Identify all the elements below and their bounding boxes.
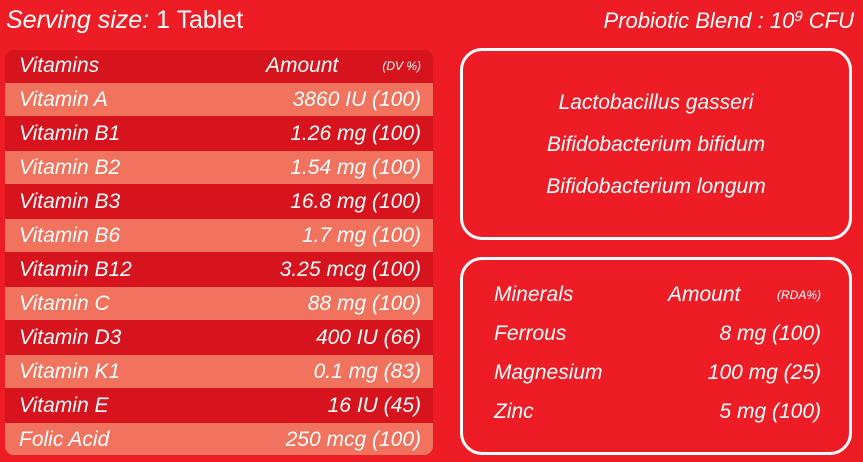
vitamin-row: Vitamin B1 1.26 mg (100) <box>5 117 433 150</box>
serving-size: Serving size: 1 Tablet <box>6 4 243 36</box>
vitamin-name: Folic Acid <box>19 428 110 451</box>
vitamin-name: Vitamin B12 <box>19 258 132 281</box>
vitamin-amount: 88 mg (100) <box>307 292 421 315</box>
vitamin-name: Vitamin B6 <box>19 224 121 247</box>
vitamin-row: Folic Acid 250 mcg (100) <box>5 423 433 455</box>
vitamin-row: Vitamin B12 3.25 mcg (100) <box>5 253 433 286</box>
vitamins-header-amount: Amount <box>266 54 339 77</box>
vitamin-amount: 400 IU (66) <box>315 326 421 349</box>
mineral-row: Zinc 5 mg (100) <box>463 395 849 429</box>
probiotic-title-prefix: Probiotic Blend : 10 <box>603 8 795 33</box>
probiotic-title-suffix: CFU <box>802 8 854 33</box>
vitamin-row: Vitamin C 88 mg (100) <box>5 287 433 320</box>
vitamin-row: Vitamin B2 1.54 mg (100) <box>5 151 433 184</box>
probiotic-strains-box: Lactobacillus gasseri Bifidobacterium bi… <box>460 48 852 240</box>
vitamin-name: Vitamin B2 <box>19 156 121 179</box>
vitamin-amount: 16.8 mg (100) <box>290 190 421 213</box>
vitamin-amount: 250 mcg (100) <box>285 428 421 451</box>
vitamin-amount: 16 IU (45) <box>327 394 421 417</box>
vitamin-amount: 0.1 mg (83) <box>313 360 421 383</box>
minerals-header-amount: Amount <box>668 283 741 306</box>
mineral-amount: 100 mg (25) <box>707 361 821 384</box>
vitamins-table: Vitamins Amount (DV %) Vitamin A 3860 IU… <box>5 50 433 455</box>
vitamin-amount: 3.25 mcg (100) <box>279 258 421 281</box>
vitamin-row: Vitamin A 3860 IU (100) <box>5 83 433 116</box>
serving-size-value: 1 Tablet <box>156 6 244 34</box>
vitamins-header-row: Vitamins Amount (DV %) <box>5 50 433 82</box>
mineral-row: Ferrous 8 mg (100) <box>463 317 849 351</box>
vitamin-name: Vitamin C <box>19 292 110 315</box>
vitamin-name: Vitamin B3 <box>19 190 121 213</box>
minerals-header-name: Minerals <box>494 283 574 306</box>
vitamin-row: Vitamin B6 1.7 mg (100) <box>5 219 433 252</box>
mineral-name: Magnesium <box>494 361 603 384</box>
vitamin-amount: 1.7 mg (100) <box>301 224 421 247</box>
probiotic-exponent: 9 <box>794 8 803 25</box>
vitamin-name: Vitamin B1 <box>19 122 121 145</box>
minerals-header-row: Minerals Amount (RDA%) <box>463 278 849 312</box>
probiotic-strain: Bifidobacterium bifidum <box>546 133 766 156</box>
vitamin-row: Vitamin E 16 IU (45) <box>5 389 433 422</box>
probiotic-strain: Bifidobacterium longum <box>546 175 766 198</box>
mineral-amount: 8 mg (100) <box>719 322 821 345</box>
vitamins-header-unit: (DV %) <box>382 59 421 73</box>
vitamins-header-name: Vitamins <box>19 54 100 77</box>
serving-size-label: Serving size: <box>6 6 150 34</box>
vitamin-amount: 3860 IU (100) <box>292 88 421 111</box>
vitamin-name: Vitamin A <box>19 88 108 111</box>
minerals-box: Minerals Amount (RDA%) Ferrous 8 mg (100… <box>460 257 852 455</box>
vitamin-name: Vitamin E <box>19 394 109 417</box>
vitamin-row: Vitamin B3 16.8 mg (100) <box>5 185 433 218</box>
vitamin-name: Vitamin D3 <box>19 326 122 349</box>
probiotic-strain: Lactobacillus gasseri <box>558 91 754 114</box>
probiotic-blend-title: Probiotic Blend : 109 CFU <box>604 6 854 36</box>
vitamin-row: Vitamin K1 0.1 mg (83) <box>5 355 433 388</box>
vitamin-name: Vitamin K1 <box>19 360 121 383</box>
vitamin-amount: 1.26 mg (100) <box>290 122 421 145</box>
mineral-amount: 5 mg (100) <box>719 400 821 423</box>
mineral-name: Zinc <box>494 400 534 423</box>
vitamin-row: Vitamin D3 400 IU (66) <box>5 321 433 354</box>
mineral-row: Magnesium 100 mg (25) <box>463 356 849 390</box>
vitamin-amount: 1.54 mg (100) <box>290 156 421 179</box>
minerals-header-unit: (RDA%) <box>777 288 821 302</box>
mineral-name: Ferrous <box>494 322 567 345</box>
